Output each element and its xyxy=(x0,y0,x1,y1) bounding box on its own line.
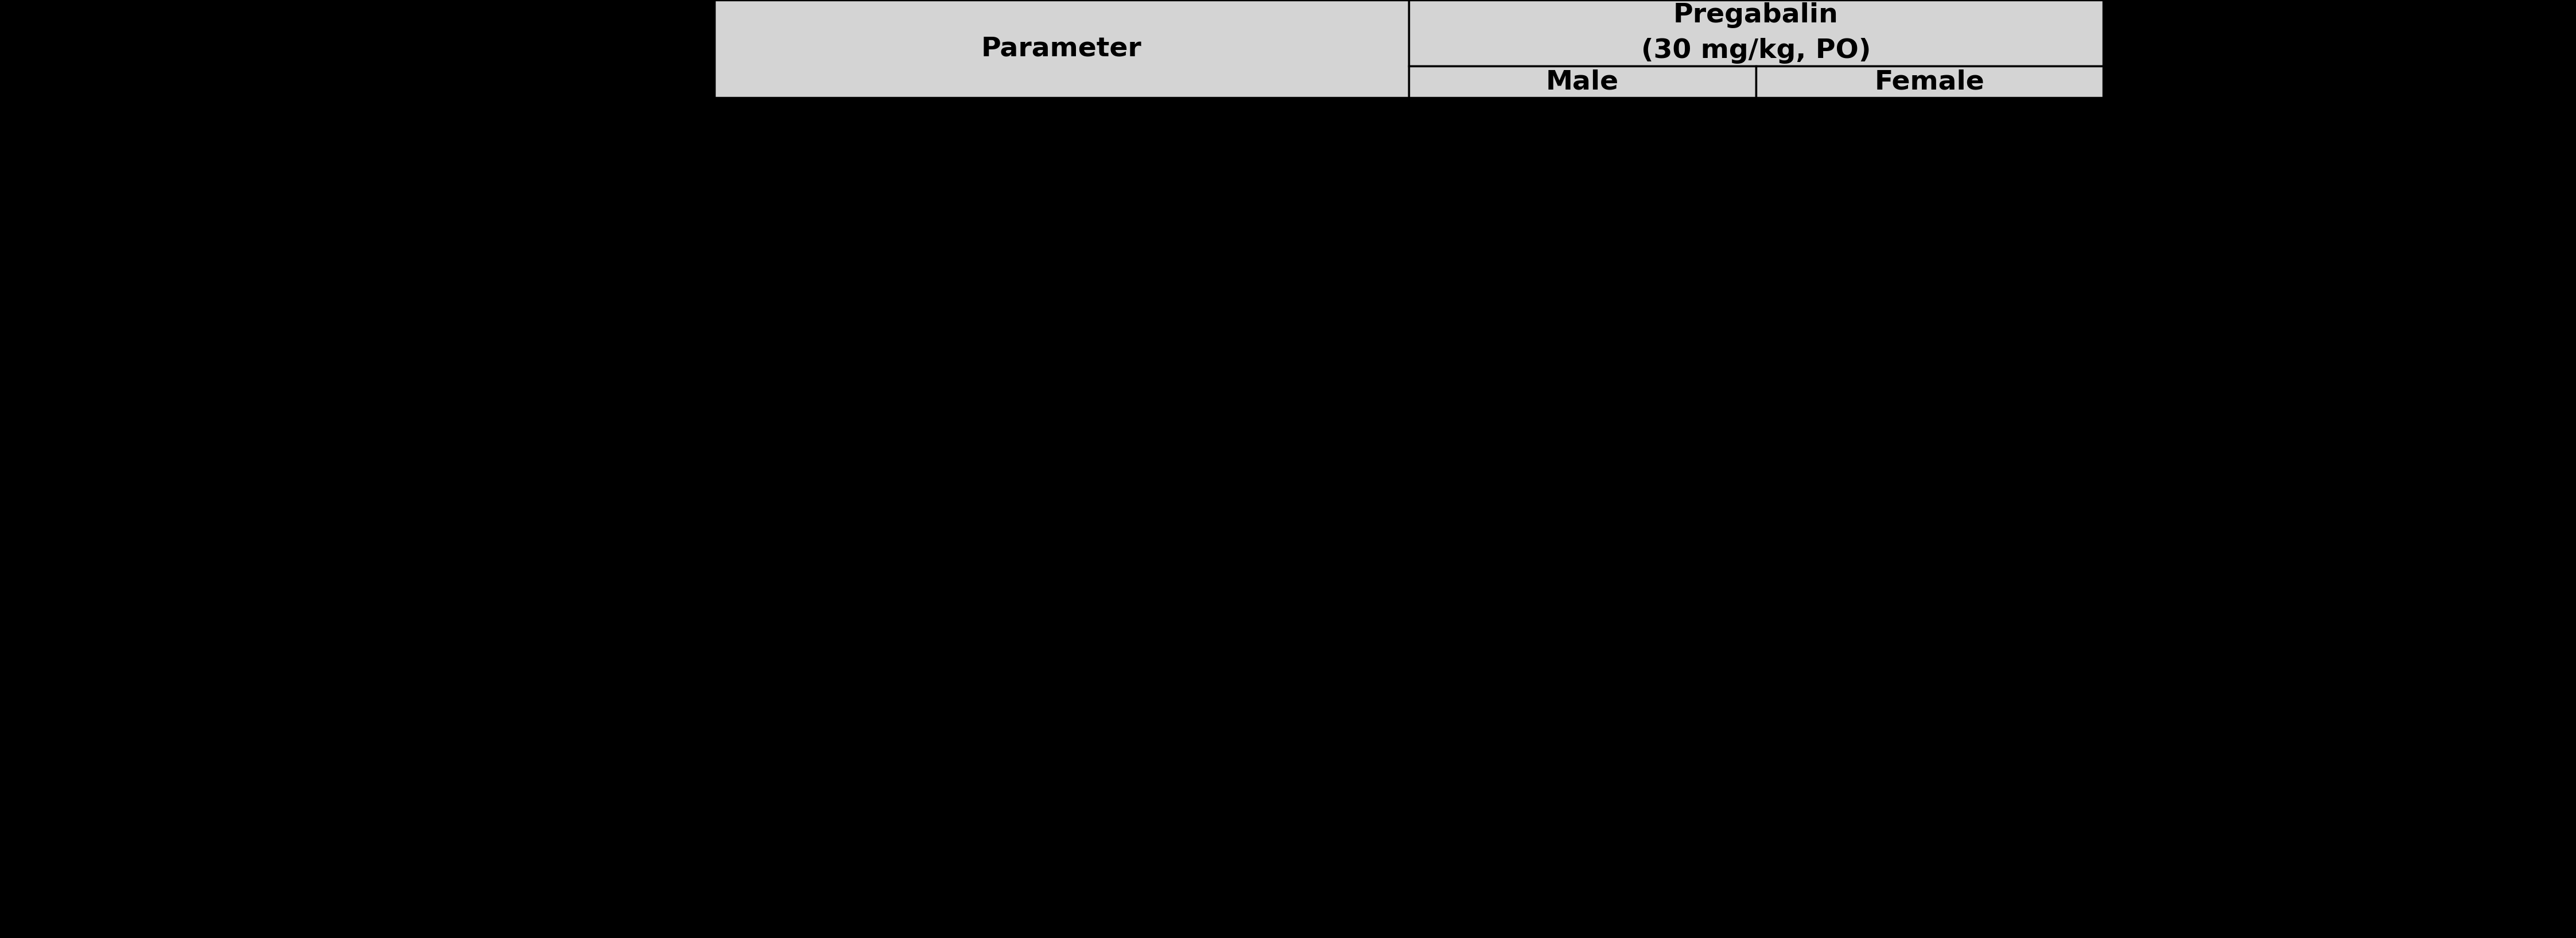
Text: Male: Male xyxy=(1546,68,1618,95)
Text: Female: Female xyxy=(1875,68,1984,95)
Bar xyxy=(1757,66,2102,98)
Bar xyxy=(714,0,1409,98)
Bar xyxy=(1409,0,2102,66)
Text: Pregabalin
(30 mg/kg, PO): Pregabalin (30 mg/kg, PO) xyxy=(1641,2,1870,64)
Text: Parameter: Parameter xyxy=(981,36,1141,62)
Bar xyxy=(1409,66,1757,98)
